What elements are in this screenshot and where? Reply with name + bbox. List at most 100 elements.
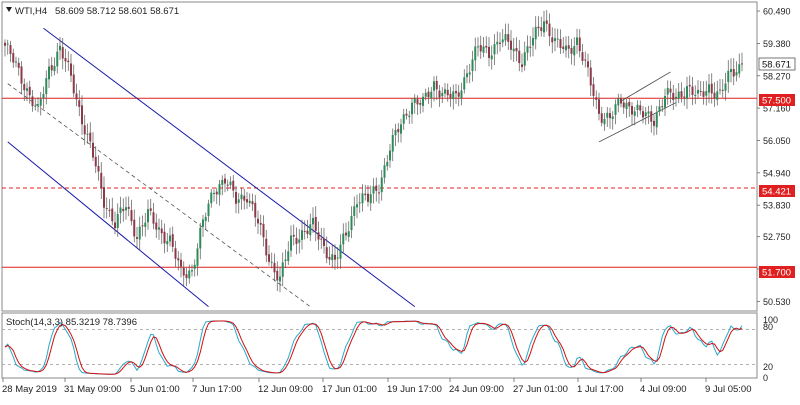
candle-body	[83, 125, 86, 135]
candle-body	[276, 270, 279, 281]
candle-body	[529, 46, 532, 48]
candle-body	[435, 81, 438, 90]
candle-body	[540, 27, 543, 31]
candle-body	[320, 238, 323, 240]
candle-body	[559, 39, 562, 49]
candle-body	[361, 193, 364, 204]
candle-body	[292, 234, 295, 237]
svg-text:51.700: 51.700	[762, 268, 791, 279]
candle-body	[367, 193, 369, 202]
stoch-layer	[2, 320, 757, 375]
candle-body	[369, 194, 372, 204]
candle-body	[642, 111, 644, 118]
candle-body	[317, 232, 320, 240]
candle-body	[589, 67, 592, 86]
candle-body	[727, 70, 730, 83]
price-tick-label: 57.160	[763, 104, 791, 114]
candle-body	[581, 52, 584, 61]
candle-body	[691, 86, 694, 96]
candle-body	[433, 81, 435, 91]
candle-body	[50, 65, 53, 71]
candle-body	[103, 187, 105, 208]
candles-layer	[4, 10, 743, 293]
candle-body	[100, 172, 103, 189]
candle-body	[199, 227, 202, 249]
candle-body	[661, 106, 664, 108]
candle-body	[672, 92, 675, 101]
candle-body	[136, 237, 138, 239]
candle-body	[59, 45, 61, 51]
candle-body	[177, 258, 180, 261]
candle-body	[81, 105, 83, 125]
candle-body	[347, 231, 350, 237]
time-tick-label: 9 Jul 05:00	[705, 384, 751, 395]
candle-body	[182, 267, 185, 276]
candle-body	[215, 191, 218, 195]
candle-body	[94, 156, 97, 167]
candle-body	[710, 83, 713, 94]
candle-body	[636, 104, 639, 110]
candle-body	[600, 113, 603, 123]
time-tick-label: 7 Jun 17:00	[192, 384, 242, 395]
candle-body	[510, 40, 512, 50]
candle-body	[405, 113, 408, 116]
candle-body	[598, 99, 600, 114]
candle-body	[141, 225, 144, 227]
candle-body	[210, 192, 213, 204]
svg-text:57.500: 57.500	[762, 96, 791, 107]
candle-body	[188, 270, 191, 279]
price-tick-label: 59.380	[763, 39, 791, 49]
candle-body	[127, 206, 130, 209]
candle-body	[653, 120, 655, 126]
candle-body	[180, 259, 182, 267]
candle-body	[323, 238, 325, 246]
candle-body	[565, 45, 567, 51]
candle-body	[213, 192, 215, 195]
candle-body	[34, 105, 37, 107]
candle-body	[224, 178, 226, 184]
stoch-signal-line	[4, 320, 743, 375]
candle-body	[609, 113, 611, 119]
candle-body	[622, 102, 625, 108]
candle-body	[732, 69, 735, 77]
candle-body	[537, 26, 540, 29]
candle-body	[67, 60, 70, 63]
candle-body	[713, 92, 716, 99]
candle-body	[664, 95, 666, 108]
candle-body	[6, 43, 9, 45]
candle-body	[532, 38, 534, 46]
candle-body	[26, 88, 28, 91]
candle-body	[639, 105, 642, 111]
candle-body	[576, 37, 578, 45]
candle-body	[504, 34, 507, 41]
time-tick-label: 5 Jun 01:00	[130, 384, 180, 395]
candle-body	[196, 248, 199, 266]
candle-body	[411, 102, 413, 115]
candle-body	[86, 133, 89, 135]
candle-body	[515, 47, 518, 52]
candle-body	[680, 91, 683, 98]
candle-body	[20, 66, 23, 84]
candle-body	[45, 78, 48, 94]
candle-body	[334, 254, 336, 260]
candle-body	[477, 46, 479, 48]
candle-body	[89, 132, 92, 142]
candle-body	[675, 96, 677, 99]
candle-body	[240, 194, 243, 200]
time-tick-label: 28 May 2019	[2, 384, 57, 395]
candle-body	[116, 214, 119, 228]
candle-body	[449, 93, 452, 98]
candle-body	[295, 238, 298, 244]
candle-body	[493, 44, 496, 55]
candle-body	[133, 219, 136, 237]
candle-body	[430, 91, 433, 99]
candle-body	[202, 219, 204, 227]
candle-body	[543, 21, 545, 33]
candle-body	[592, 84, 595, 96]
candle-body	[606, 112, 609, 118]
candle-body	[496, 41, 499, 45]
candle-body	[290, 235, 292, 251]
time-tick-label: 17 Jun 01:00	[322, 384, 377, 395]
dropdown-icon[interactable]	[6, 7, 12, 12]
time-tick-label: 19 Jun 17:00	[387, 384, 442, 395]
